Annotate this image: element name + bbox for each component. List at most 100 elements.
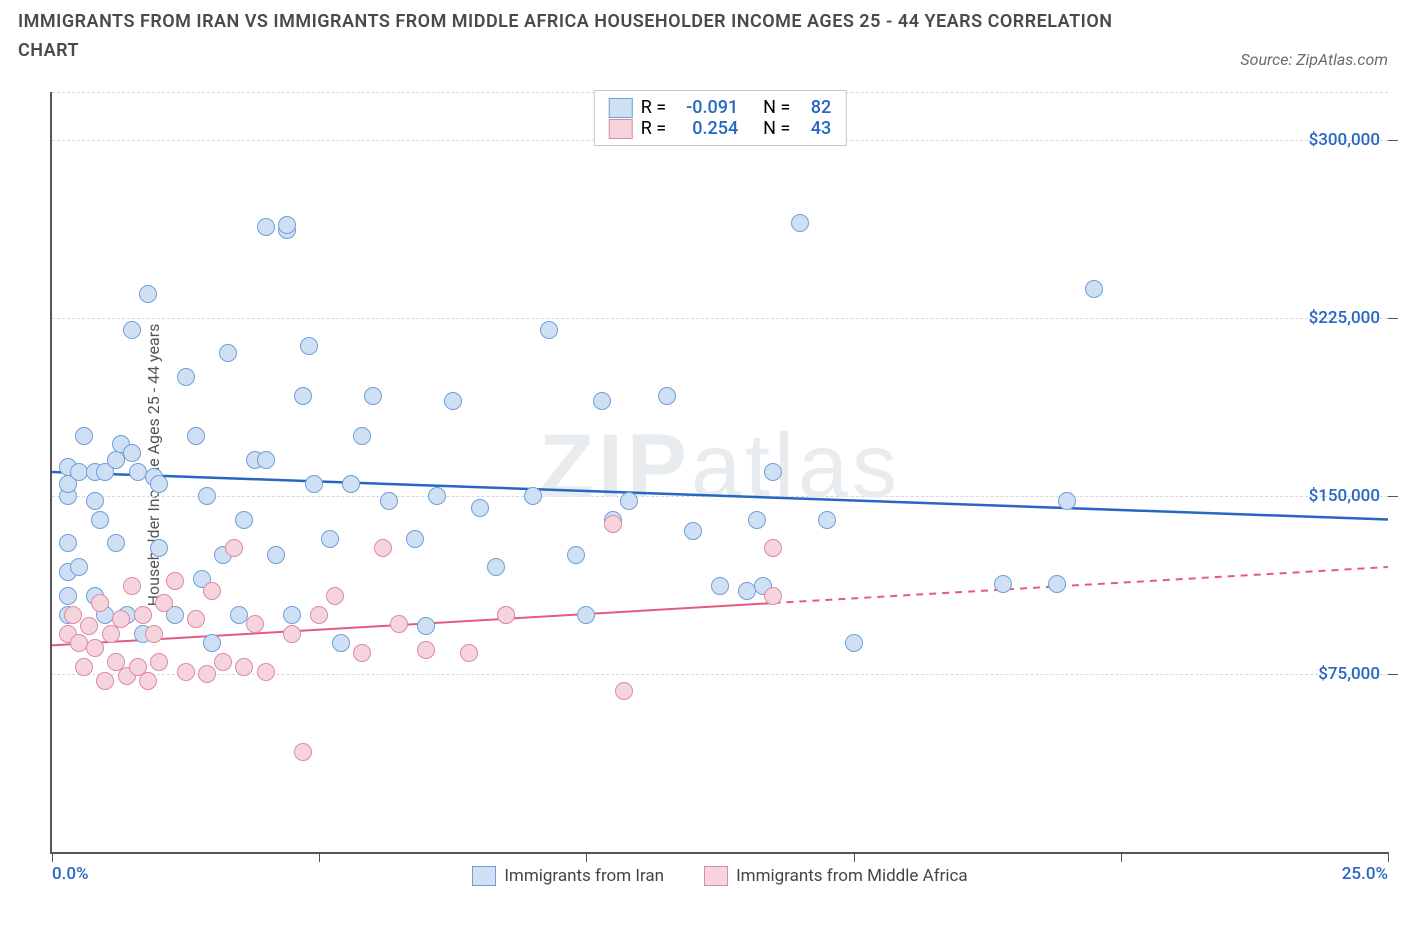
gridline (52, 674, 1388, 675)
legend-swatch-mafrica (609, 119, 633, 139)
data-point-mafrica (166, 572, 184, 590)
data-point-iran (294, 387, 312, 405)
y-tick-label: $150,000 (1309, 486, 1380, 506)
data-point-iran (300, 337, 318, 355)
data-point-iran (75, 427, 93, 445)
x-tick-label: 0.0% (52, 864, 89, 884)
data-point-mafrica (235, 658, 253, 676)
data-point-iran (86, 492, 104, 510)
data-point-mafrica (390, 615, 408, 633)
data-point-iran (353, 427, 371, 445)
gridline (52, 318, 1388, 319)
n-value-iran: 82 (811, 97, 831, 118)
data-point-mafrica (150, 653, 168, 671)
data-point-mafrica (497, 606, 515, 624)
data-point-mafrica (139, 672, 157, 690)
data-point-iran (283, 606, 301, 624)
data-point-mafrica (353, 644, 371, 662)
data-point-iran (748, 511, 766, 529)
data-point-mafrica (225, 539, 243, 557)
data-point-iran (257, 451, 275, 469)
legend-item-mafrica: Immigrants from Middle Africa (704, 866, 968, 886)
data-point-mafrica (75, 658, 93, 676)
data-point-iran (577, 606, 595, 624)
data-point-iran (845, 634, 863, 652)
data-point-mafrica (80, 617, 98, 635)
data-point-iran (59, 534, 77, 552)
legend-swatch-iran (609, 98, 633, 118)
data-point-mafrica (326, 587, 344, 605)
data-point-iran (257, 218, 275, 236)
data-point-iran (764, 463, 782, 481)
data-point-mafrica (96, 672, 114, 690)
data-point-iran (791, 214, 809, 232)
data-point-iran (380, 492, 398, 510)
data-point-iran (994, 575, 1012, 593)
data-point-iran (406, 530, 424, 548)
data-point-mafrica (283, 625, 301, 643)
data-point-mafrica (764, 539, 782, 557)
data-point-mafrica (294, 743, 312, 761)
data-point-mafrica (310, 606, 328, 624)
data-point-iran (235, 511, 253, 529)
legend-bottom: Immigrants from Iran Immigrants from Mid… (52, 866, 1388, 886)
data-point-iran (305, 475, 323, 493)
r-value-iran: -0.091 (674, 97, 738, 118)
data-point-iran (123, 321, 141, 339)
data-point-iran (177, 368, 195, 386)
legend-item-iran: Immigrants from Iran (472, 866, 664, 886)
data-point-mafrica (123, 577, 141, 595)
data-point-iran (1048, 575, 1066, 593)
data-point-iran (540, 321, 558, 339)
data-point-iran (150, 539, 168, 557)
data-point-iran (444, 392, 462, 410)
chart-title: IMMIGRANTS FROM IRAN VS IMMIGRANTS FROM … (18, 8, 1138, 66)
data-point-iran (187, 427, 205, 445)
data-point-iran (59, 587, 77, 605)
y-tick-label: $225,000 (1309, 308, 1380, 328)
data-point-mafrica (134, 606, 152, 624)
y-tick-label: $75,000 (1318, 664, 1380, 684)
data-point-iran (428, 487, 446, 505)
data-point-iran (123, 444, 141, 462)
data-point-mafrica (417, 641, 435, 659)
data-point-iran (524, 487, 542, 505)
data-point-mafrica (155, 594, 173, 612)
data-point-iran (219, 344, 237, 362)
data-point-iran (342, 475, 360, 493)
data-point-iran (198, 487, 216, 505)
data-point-iran (684, 522, 702, 540)
data-point-mafrica (64, 606, 82, 624)
legend-stats: R = -0.091 N = 82 R = 0.254 N = 43 (594, 90, 847, 146)
source-label: Source: ZipAtlas.com (1240, 50, 1388, 69)
data-point-mafrica (615, 682, 633, 700)
data-point-mafrica (604, 515, 622, 533)
gridline (52, 496, 1388, 497)
data-point-iran (139, 285, 157, 303)
data-point-mafrica (198, 665, 216, 683)
data-point-iran (620, 492, 638, 510)
data-point-iran (658, 387, 676, 405)
data-point-mafrica (374, 539, 392, 557)
data-point-iran (321, 530, 339, 548)
data-point-iran (364, 387, 382, 405)
data-point-iran (278, 216, 296, 234)
data-point-mafrica (257, 663, 275, 681)
n-value-mafrica: 43 (811, 118, 831, 139)
data-point-iran (567, 546, 585, 564)
data-point-mafrica (246, 615, 264, 633)
data-point-iran (487, 558, 505, 576)
y-tick-label: $300,000 (1309, 130, 1380, 150)
data-point-mafrica (214, 653, 232, 671)
data-point-iran (593, 392, 611, 410)
data-point-iran (70, 558, 88, 576)
data-point-iran (1085, 280, 1103, 298)
data-point-mafrica (112, 610, 130, 628)
data-point-iran (91, 511, 109, 529)
data-point-iran (332, 634, 350, 652)
data-point-iran (417, 617, 435, 635)
data-point-iran (818, 511, 836, 529)
x-tick-label: 25.0% (1342, 864, 1388, 884)
data-point-mafrica (177, 663, 195, 681)
data-point-iran (230, 606, 248, 624)
